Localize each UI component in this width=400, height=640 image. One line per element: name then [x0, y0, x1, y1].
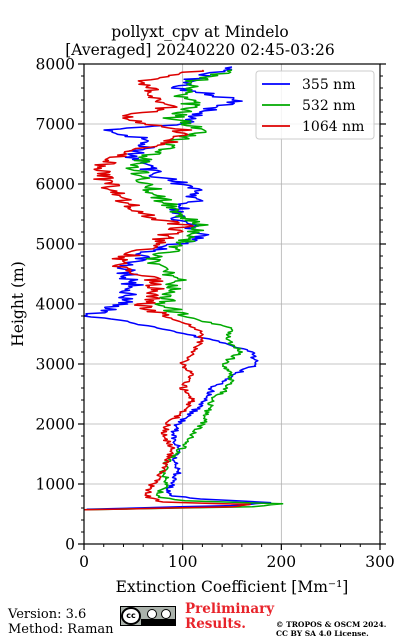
x-tick-label: 200 — [267, 553, 297, 571]
series-line-1064-nm — [83, 69, 251, 511]
y-axis-label: Height (m) — [9, 261, 27, 347]
y-tick-label: 7000 — [36, 116, 75, 134]
y-tick-label: 2000 — [36, 416, 75, 434]
version-text: Version: 3.6 — [8, 607, 87, 622]
y-tick-label: 4000 — [36, 296, 75, 314]
y-tick-label: 8000 — [36, 56, 75, 74]
x-axis-label-text: Extinction Coefficient [Mm⁻¹] — [116, 578, 349, 596]
x-axis-label: Extinction Coefficient [Mm⁻¹] — [116, 578, 349, 596]
preliminary-line-1: Preliminary — [185, 601, 275, 617]
y-tick-label: 0 — [65, 536, 75, 554]
copyright-line-1: © TROPOS & OSCM 2024. — [276, 620, 387, 629]
legend-label: 532 nm — [302, 98, 355, 114]
y-tick-label: 3000 — [36, 356, 75, 374]
chart-title-line-2: [Averaged] 20240220 02:45-03:26 — [65, 41, 335, 59]
x-tick-label: 100 — [168, 553, 198, 571]
cc-license-icon: cc — [120, 606, 176, 626]
x-tick-label: 0 — [79, 553, 89, 571]
legend: 355 nm 532 nm 1064 nm — [255, 70, 375, 140]
y-tick-label: 6000 — [36, 176, 75, 194]
series-line-355-nm — [83, 66, 272, 510]
y-tick-label: 5000 — [36, 236, 75, 254]
series-line-532-nm — [83, 69, 284, 511]
legend-box — [255, 70, 375, 140]
preliminary-line-2: Results. — [185, 616, 246, 632]
method-text: Method: Raman — [8, 622, 114, 637]
legend-label: 1064 nm — [302, 119, 364, 135]
x-tick-label: 300 — [365, 553, 395, 571]
y-tick-label: 1000 — [36, 476, 75, 494]
chart-title-line-1: pollyxt_cpv at Mindelo — [111, 23, 289, 41]
preliminary-results-label: Preliminary Results. — [185, 602, 274, 632]
legend-label: 355 nm — [302, 77, 355, 93]
copyright-line-2: CC BY SA 4.0 License. — [276, 629, 369, 638]
copyright-notice: © TROPOS & OSCM 2024. CC BY SA 4.0 Licen… — [276, 620, 386, 638]
